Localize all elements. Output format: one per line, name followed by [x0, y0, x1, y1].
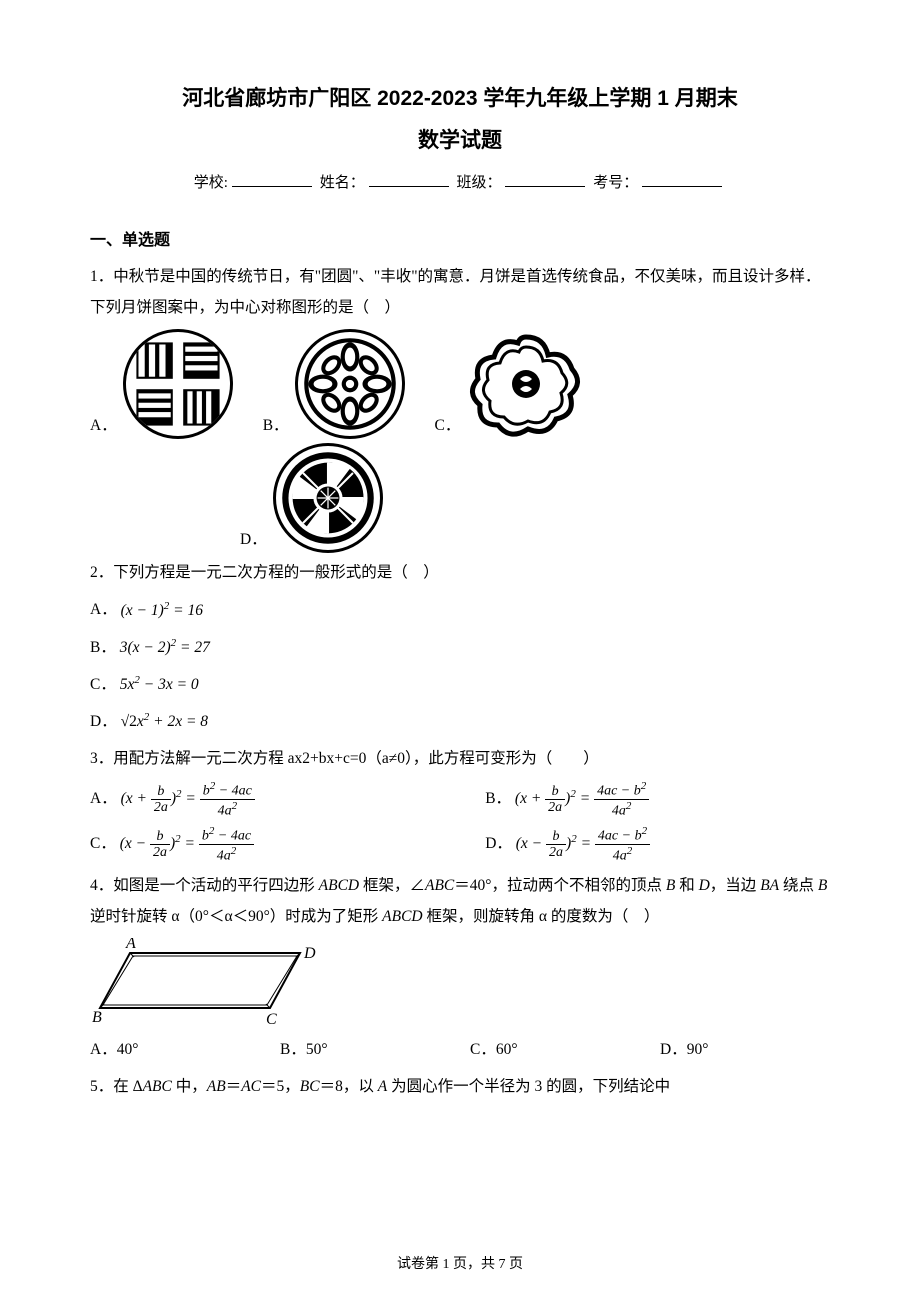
question-2-text: 2．下列方程是一元二次方程的一般形式的是（ ）: [90, 557, 830, 588]
q4-options: A．40° B．50° C．60° D．90°: [90, 1034, 830, 1065]
mooncake-icon-c: [466, 329, 586, 439]
mooncake-icon-b: [295, 329, 405, 439]
page-footer: 试卷第 1 页，共 7 页: [0, 1252, 920, 1277]
q2-option-a: A． (x − 1)2 = 16: [90, 594, 830, 625]
question-5-text: 5．在 ΔABC 中，AB＝AC＝5，BC＝8，以 A 为圆心作一个半径为 3 …: [90, 1071, 830, 1102]
class-blank: [505, 186, 585, 187]
mooncake-icon-d: [273, 443, 383, 553]
q2-d-label: D．: [90, 713, 117, 730]
q3-row2: C． (x − b2a)2 = b2 − 4ac4a2 D． (x − b2a)…: [90, 825, 830, 870]
page-title-line1: 河北省廊坊市广阳区 2022-2023 学年九年级上学期 1 月期末: [90, 80, 830, 118]
q3-b-label: B．: [485, 790, 511, 807]
svg-text:A: A: [125, 938, 136, 952]
q4-option-a: A．40°: [90, 1034, 260, 1065]
page-title-line2: 数学试题: [90, 122, 830, 160]
q4-option-d: D．90°: [660, 1034, 830, 1065]
school-label: 学校:: [194, 175, 228, 191]
q3-a-label: A．: [90, 790, 117, 807]
q3-b-math: (x + b2a)2 = 4ac − b24a2: [515, 790, 649, 807]
svg-text:C: C: [266, 1011, 277, 1028]
question-4-text: 4．如图是一个活动的平行四边形 ABCD 框架，∠ABC＝40°，拉动两个不相邻…: [90, 870, 830, 932]
q3-option-b: B． (x + b2a)2 = 4ac − b24a2: [485, 780, 840, 819]
q1-option-a: A．: [90, 329, 233, 439]
q2-option-b: B． 3(x − 2)2 = 27: [90, 632, 830, 663]
q3-d-label: D．: [485, 835, 512, 852]
q4-option-b: B．50°: [280, 1034, 450, 1065]
q1-d-label: D．: [240, 526, 267, 554]
q1-a-label: A．: [90, 412, 117, 440]
q2-b-math: 3(x − 2)2 = 27: [120, 639, 210, 656]
q1-c-label: C．: [435, 412, 461, 440]
q4-figure: A D B C: [90, 938, 830, 1028]
q1-option-c: C．: [435, 329, 587, 439]
q2-c-math: 5x2 − 3x = 0: [120, 676, 199, 693]
q3-c-label: C．: [90, 835, 116, 852]
q1-option-d: D．: [240, 443, 383, 553]
q3-row1: A． (x + b2a)2 = b2 − 4ac4a2 B． (x + b2a)…: [90, 780, 830, 825]
class-label: 班级：: [456, 175, 501, 191]
q1-b-label: B．: [263, 412, 289, 440]
question-1-text: 1．中秋节是中国的传统节日，有"团圆"、"丰收"的寓意．月饼是首选传统食品，不仅…: [90, 261, 830, 323]
q2-option-d: D． √2x2 + 2x = 8: [90, 706, 830, 737]
school-blank: [232, 186, 312, 187]
name-label: 姓名：: [320, 175, 365, 191]
name-blank: [369, 186, 449, 187]
q2-a-math: (x − 1)2 = 16: [121, 602, 203, 619]
question-1-options-row1: A．: [90, 329, 830, 439]
q2-d-math: √2x2 + 2x = 8: [121, 713, 208, 730]
question-3-text: 3．用配方法解一元二次方程 ax2+bx+c=0（a≠0），此方程可变形为（ ）: [90, 743, 830, 774]
mooncake-icon-a: [123, 329, 233, 439]
q3-option-a: A． (x + b2a)2 = b2 − 4ac4a2: [90, 780, 445, 819]
q4-option-c: C．60°: [470, 1034, 640, 1065]
q2-c-label: C．: [90, 676, 116, 693]
q2-a-label: A．: [90, 602, 117, 619]
q3-option-c: C． (x − b2a)2 = b2 − 4ac4a2: [90, 825, 445, 864]
svg-text:D: D: [303, 945, 316, 962]
examno-blank: [642, 186, 722, 187]
question-1-options-row2: D．: [90, 443, 830, 553]
q3-c-math: (x − b2a)2 = b2 − 4ac4a2: [120, 835, 254, 852]
section-1-title: 一、单选题: [90, 227, 830, 256]
q3-d-math: (x − b2a)2 = 4ac − b24a2: [516, 835, 650, 852]
q1-option-b: B．: [263, 329, 405, 439]
svg-text:B: B: [92, 1009, 102, 1026]
student-info-line: 学校: 姓名： 班级： 考号：: [90, 170, 830, 197]
q2-b-label: B．: [90, 639, 116, 656]
q3-a-math: (x + b2a)2 = b2 − 4ac4a2: [121, 790, 255, 807]
q3-option-d: D． (x − b2a)2 = 4ac − b24a2: [485, 825, 840, 864]
q2-option-c: C． 5x2 − 3x = 0: [90, 669, 830, 700]
examno-label: 考号：: [593, 175, 638, 191]
